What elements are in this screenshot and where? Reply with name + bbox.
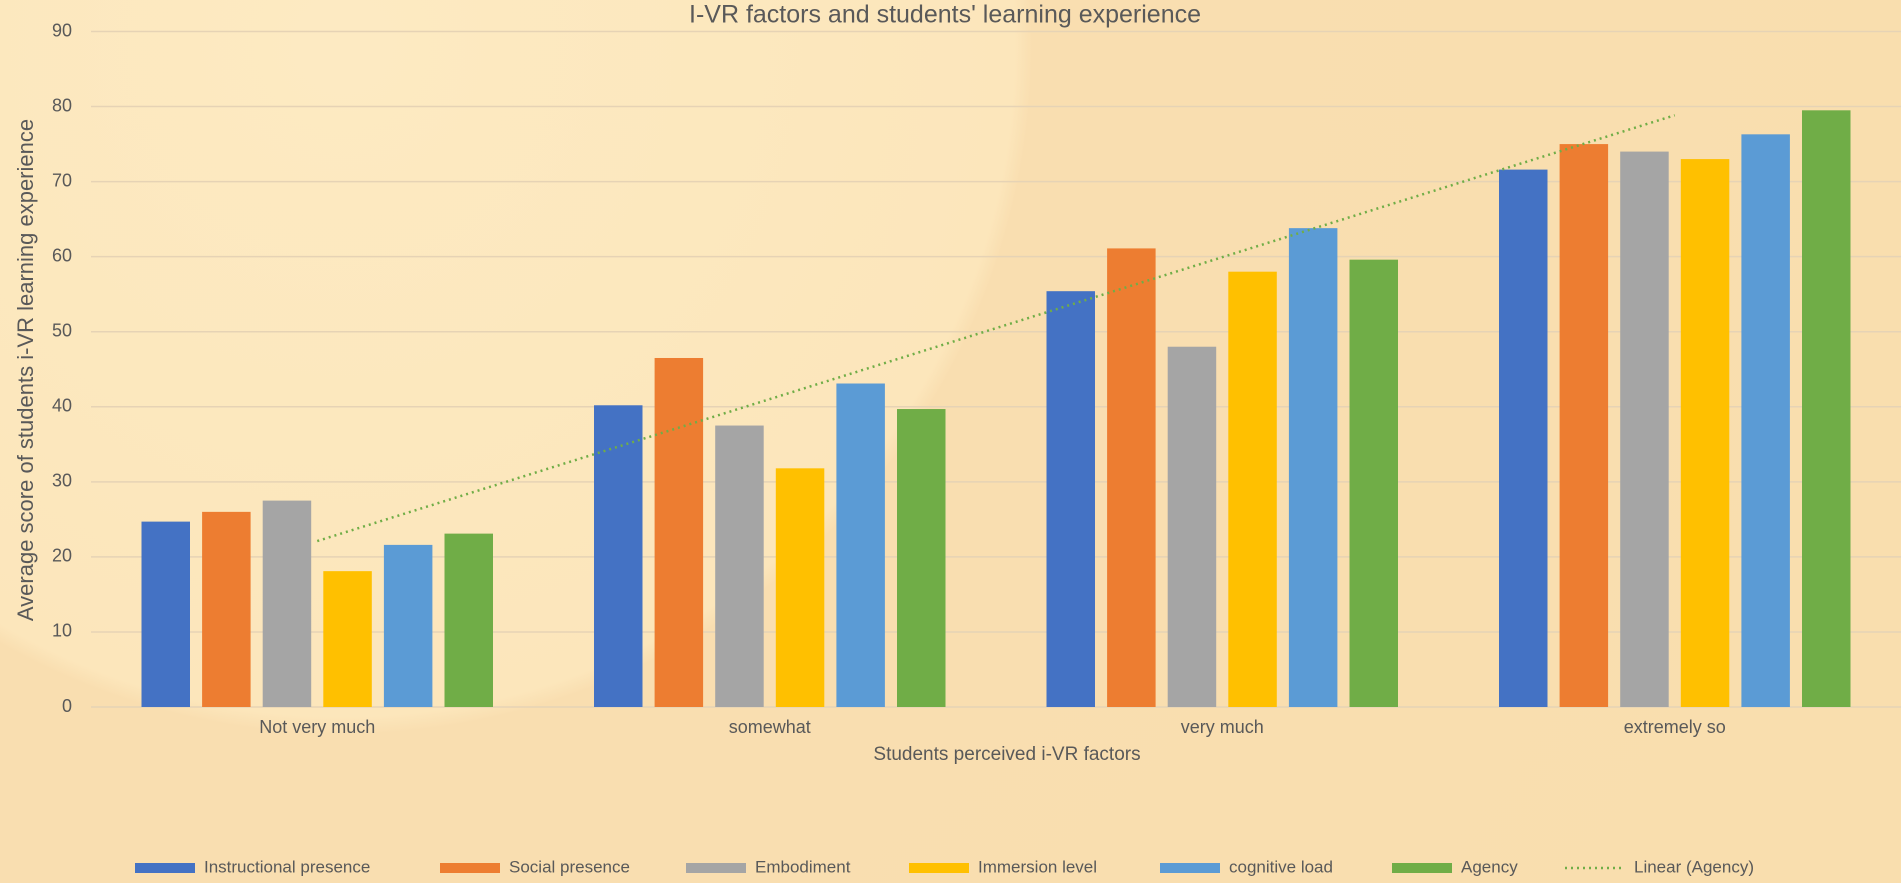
y-tick-label: 90 xyxy=(52,20,72,40)
bar xyxy=(383,544,433,707)
y-tick-label: 20 xyxy=(52,546,72,566)
bar xyxy=(1559,144,1609,708)
bar xyxy=(1680,159,1730,707)
legend-label: Agency xyxy=(1461,857,1518,876)
y-tick-label: 30 xyxy=(52,471,72,491)
legend-label: Immersion level xyxy=(978,857,1097,876)
bar xyxy=(654,357,704,707)
bar xyxy=(202,511,251,707)
x-tick-label: extremely so xyxy=(1624,717,1726,737)
x-tick-label: Not very much xyxy=(259,717,375,737)
bar xyxy=(444,533,493,707)
y-tick-label: 50 xyxy=(52,320,72,340)
bar xyxy=(775,468,825,707)
bar xyxy=(1802,110,1851,707)
legend-swatch xyxy=(1392,863,1452,873)
bar xyxy=(1046,291,1095,707)
bar xyxy=(1620,151,1669,708)
trendline xyxy=(316,114,1676,543)
legend-label: Linear (Agency) xyxy=(1634,857,1754,876)
legend-label: Embodiment xyxy=(755,857,851,876)
bar xyxy=(141,521,190,707)
y-tick-label: 80 xyxy=(52,95,72,115)
legend-swatch xyxy=(686,863,746,873)
legend-label: Instructional presence xyxy=(204,857,370,876)
bar xyxy=(262,500,312,707)
bar xyxy=(1349,259,1398,707)
y-tick-label: 60 xyxy=(52,245,72,265)
bar xyxy=(715,425,764,707)
legend-swatch xyxy=(135,863,195,873)
x-tick-label: very much xyxy=(1181,717,1264,737)
bar xyxy=(594,405,643,707)
y-axis-label: Average score of students i-VR learning … xyxy=(13,119,38,621)
bar xyxy=(1741,134,1790,707)
bar xyxy=(897,409,946,707)
legend-swatch xyxy=(1160,863,1220,873)
x-axis-label: Students perceived i-VR factors xyxy=(873,744,1140,765)
bar xyxy=(1167,346,1217,707)
y-tick-label: 0 xyxy=(62,696,72,716)
bar xyxy=(1499,169,1548,707)
x-tick-label: somewhat xyxy=(729,717,811,737)
y-tick-label: 70 xyxy=(52,170,72,190)
y-tick-label: 40 xyxy=(52,396,72,416)
legend-label: cognitive load xyxy=(1229,857,1333,876)
y-tick-label: 10 xyxy=(52,621,72,641)
chart-title: I-VR factors and students' learning expe… xyxy=(689,1,1201,29)
bar xyxy=(1288,228,1338,707)
bar xyxy=(1107,248,1156,707)
bar xyxy=(836,383,885,707)
bar xyxy=(323,571,372,707)
legend-label: Social presence xyxy=(509,857,630,876)
legend-swatch xyxy=(909,863,969,873)
legend-swatch xyxy=(440,863,500,873)
bar xyxy=(1228,271,1277,707)
